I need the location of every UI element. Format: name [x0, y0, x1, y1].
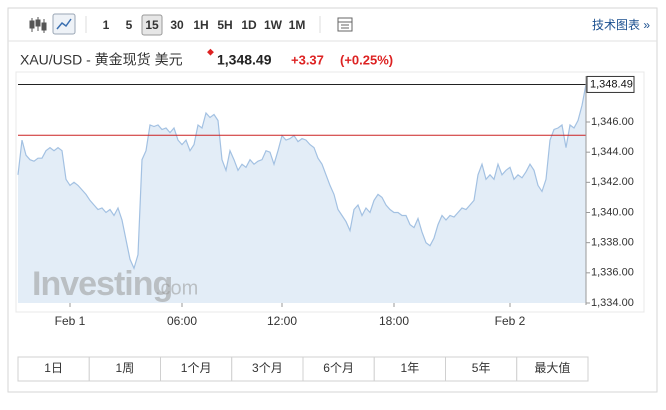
area — [18, 84, 586, 304]
flag-icon: ◆ — [207, 46, 214, 56]
range-button[interactable] — [373, 356, 446, 382]
y-tick-label: 1,344.00 — [591, 146, 634, 158]
interval-button[interactable]: 1 — [103, 18, 110, 32]
range-label: 5年 — [472, 361, 491, 375]
y-tick-label: 1,338.00 — [591, 237, 634, 249]
y-tick-label: 1,342.00 — [591, 176, 634, 188]
y-tick-label: 1,334.00 — [591, 297, 634, 309]
interval-selected — [141, 14, 163, 36]
range-label: 3个月 — [252, 361, 283, 375]
interval-button[interactable]: 1H — [193, 18, 208, 32]
y-tick-label: 1,346.00 — [591, 116, 634, 128]
interval-button[interactable]: 15 — [145, 18, 159, 32]
interval-button[interactable]: 1M — [289, 18, 306, 32]
line-icon — [56, 18, 72, 30]
range-label: 1年 — [401, 361, 420, 375]
range-button[interactable] — [160, 356, 233, 382]
range-button[interactable] — [516, 356, 589, 382]
x-tick-label: Feb 2 — [495, 314, 526, 328]
x-tick-label: 18:00 — [379, 314, 409, 328]
watermark: Investing — [32, 265, 172, 303]
last-price-box — [586, 75, 635, 93]
change-pct: (+0.25%) — [340, 52, 393, 67]
price: 1,348.49 — [217, 52, 272, 68]
candle-icon[interactable] — [29, 17, 47, 33]
range-button[interactable] — [231, 356, 304, 382]
plot-frame — [15, 71, 645, 313]
y-tick-label: 1,336.00 — [591, 267, 634, 279]
interval-button[interactable]: 1D — [241, 18, 257, 32]
watermark-suffix: .com — [155, 277, 198, 299]
interval-button[interactable]: 1W — [264, 18, 283, 32]
settings-icon[interactable] — [337, 17, 353, 32]
range-label: 1个月 — [181, 361, 212, 375]
range-button[interactable] — [445, 356, 518, 382]
range-label: 6个月 — [323, 361, 354, 375]
interval-button[interactable]: 5 — [126, 18, 133, 32]
last-price-label: 1,348.49 — [590, 78, 633, 90]
y-tick-label: 1,340.00 — [591, 206, 634, 218]
range-label: 1日 — [44, 361, 63, 375]
interval-button[interactable]: 30 — [170, 18, 184, 32]
x-tick-label: 06:00 — [167, 314, 197, 328]
interval-button[interactable]: 5H — [217, 18, 232, 32]
range-button[interactable] — [88, 356, 161, 382]
instrument-title: XAU/USD - 黄金现货 美元 — [20, 52, 183, 68]
x-tick-label: Feb 1 — [55, 314, 86, 328]
chart-link[interactable]: 技术图表 » — [592, 18, 650, 32]
range-label: 1周 — [116, 361, 135, 375]
change: +3.37 — [291, 52, 324, 67]
range-label: 最大值 — [534, 360, 570, 375]
x-tick-label: 12:00 — [267, 314, 297, 328]
line — [17, 84, 587, 271]
